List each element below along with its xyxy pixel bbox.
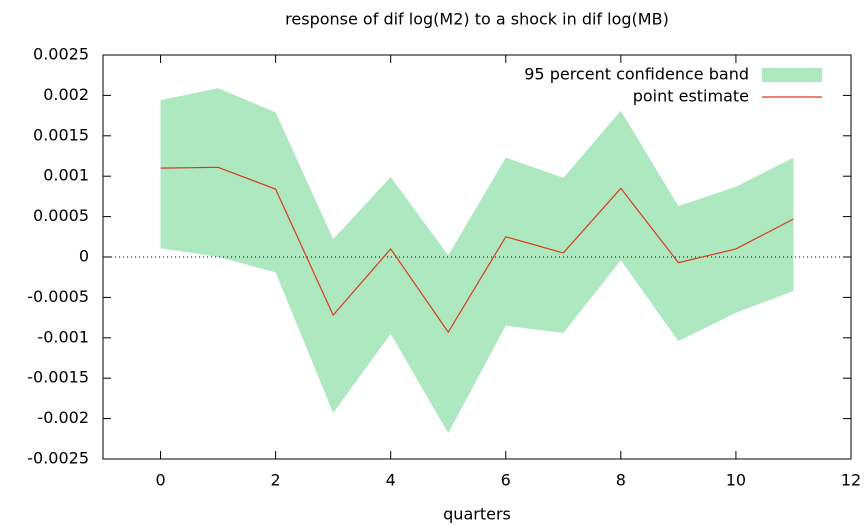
y-tick-label: 0	[79, 247, 89, 266]
x-tick-label: 8	[616, 471, 626, 490]
x-tick-label: 10	[726, 471, 746, 490]
y-tick-label: 0.002	[43, 85, 89, 104]
y-tick-label: -0.0025	[27, 449, 89, 468]
x-tick-label: 2	[271, 471, 281, 490]
y-tick-label: -0.001	[37, 327, 89, 346]
y-tick-label: 0.001	[43, 166, 89, 185]
legend-label: 95 percent confidence band	[524, 65, 749, 84]
y-tick-label: 0.0005	[33, 206, 89, 225]
confidence-band	[160, 88, 794, 434]
legend-label: point estimate	[633, 87, 749, 106]
y-tick-label: 0.0015	[33, 125, 89, 144]
x-tick-label: 0	[155, 471, 165, 490]
x-tick-label: 6	[501, 471, 511, 490]
line-series	[160, 166, 794, 334]
y-tick-label: -0.0015	[27, 368, 89, 387]
x-tick-label: 12	[841, 471, 861, 490]
y-tick-label: -0.002	[37, 408, 89, 427]
chart-title: response of dif log(M2) to a shock in di…	[285, 10, 669, 29]
y-tick-label: -0.0005	[27, 287, 89, 306]
x-tick-label: 4	[386, 471, 396, 490]
x-axis-label: quarters	[443, 505, 511, 524]
y-tick-label: 0.0025	[33, 45, 89, 64]
legend-swatch	[762, 68, 822, 82]
